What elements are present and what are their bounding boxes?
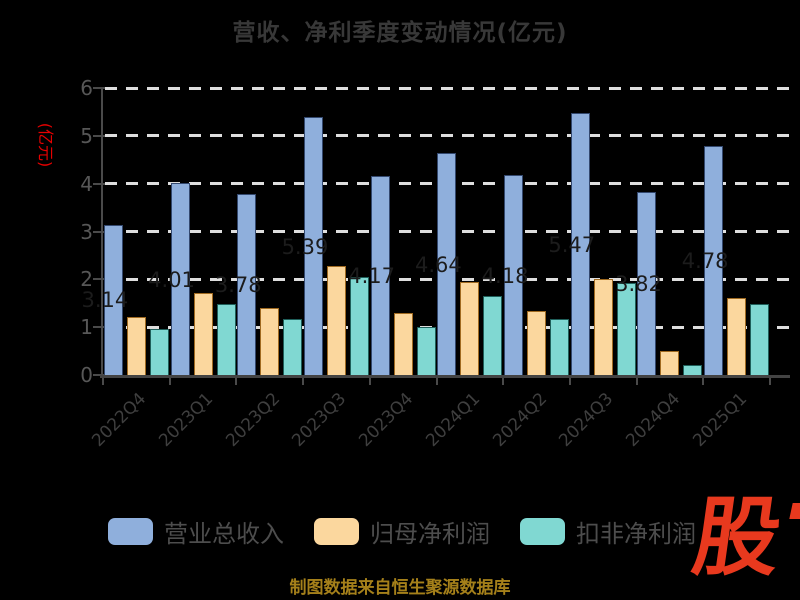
legend-label-1: 营业总收入 [164, 520, 284, 548]
y-tick-label-4: 4 [80, 171, 93, 196]
bar-series1-2023Q4[interactable]: 4.17 [348, 175, 395, 375]
bar-series1-2024Q3[interactable]: 5.47 [548, 113, 595, 375]
bar-series-area: 3.14 4.01 3.78 5.39 4.17 4.64 4.18 5.47 3.82 4.78 [81, 88, 770, 375]
legend-label-3: 扣非净利润 [576, 520, 696, 548]
bar-series2-2022Q4[interactable] [126, 317, 146, 375]
bar-series3-2022Q4[interactable] [149, 328, 169, 375]
bar-series2-2023Q2[interactable] [260, 308, 280, 375]
bar-series2-2023Q1[interactable] [193, 292, 213, 375]
bar-series1-2024Q2[interactable]: 4.18 [482, 175, 528, 375]
bar-series2-2024Q2[interactable] [527, 311, 547, 375]
x-tick-8 [635, 378, 638, 385]
x-tick-10 [769, 378, 771, 385]
y-tick-1 [93, 326, 105, 329]
y-tick-label-0: 0 [80, 363, 93, 387]
bar-series3-2024Q3[interactable] [616, 283, 636, 375]
bar-series3-2024Q4[interactable] [683, 364, 703, 375]
y-tick-0 [93, 374, 105, 376]
logo-partial-glyph [789, 503, 800, 519]
bar-series1-2023Q2[interactable]: 3.78 [215, 194, 262, 375]
legend-item-扣非净利润[interactable]: 扣非净利润 [520, 514, 696, 549]
y-tick-label-1: 1 [80, 315, 93, 340]
bar-series3-2025Q1[interactable] [750, 304, 770, 375]
legend-item-营业总收入[interactable]: 营业总收入 [108, 514, 284, 549]
bar-series3-2024Q1[interactable] [483, 295, 503, 375]
legend-item-归母净利润[interactable]: 归母净利润 [314, 514, 490, 549]
x-tick-2 [235, 378, 238, 385]
bar-series3-2023Q4[interactable] [416, 326, 436, 375]
chart-title: 营收、净利季度变动情况(亿元) [232, 20, 568, 46]
y-tick-label-5: 5 [80, 123, 93, 148]
bar-series3-2023Q3[interactable] [349, 276, 369, 375]
legend-swatch-1 [108, 518, 153, 545]
logo-text: 股 [686, 488, 788, 588]
x-tick-0 [102, 378, 104, 385]
bar-group-2023Q2: 3.78 [215, 88, 303, 375]
bar-series2-2023Q4[interactable] [393, 312, 413, 375]
value-label-2023Q2: 3.78 [214, 273, 262, 298]
bar-series1-2023Q3[interactable]: 5.39 [282, 117, 328, 375]
bar-series3-2023Q2[interactable] [283, 319, 303, 375]
bar-series1-2022Q4[interactable]: 3.14 [81, 224, 128, 375]
bar-series1-2025Q1[interactable]: 4.78 [682, 146, 729, 375]
plot-area: 0 1 2 3 4 5 6 3.14 4.01 3.78 5.39 4.17 4.64 4.18 5.47… [80, 76, 790, 451]
bar-series3-2024Q2[interactable] [550, 319, 570, 375]
y-tick-label-3: 3 [80, 219, 93, 244]
bar-group-2025Q1: 4.78 [682, 88, 770, 375]
x-tick-1 [168, 378, 171, 385]
value-label-2024Q4: 3.82 [615, 272, 662, 297]
bar-group-2024Q3: 5.47 [548, 88, 637, 375]
y-tick-3 [93, 230, 105, 233]
data-source-note: 制图数据来自恒生聚源数据库 [289, 578, 511, 598]
y-tick-4 [93, 182, 105, 185]
value-label-2022Q4: 3.14 [81, 288, 129, 313]
y-tick-5 [93, 134, 105, 137]
legend: 营业总收入 归母净利润 扣非净利润 [108, 514, 696, 549]
bar-group-2024Q4: 3.82 [615, 88, 704, 375]
bar-group-2022Q4: 3.14 [81, 88, 170, 375]
bar-series3-2023Q1[interactable] [216, 303, 236, 375]
bar-group-2024Q1: 4.64 [415, 88, 504, 375]
legend-swatch-3 [520, 518, 565, 545]
value-label-2024Q1: 4.64 [414, 252, 462, 277]
bar-series1-2023Q1[interactable]: 4.01 [148, 183, 195, 375]
y-tick-2 [93, 278, 105, 281]
legend-label-2: 归母净利润 [370, 520, 490, 548]
x-axis-line [100, 375, 790, 378]
gridline-6 [105, 86, 789, 90]
value-label-2025Q1: 4.78 [681, 249, 729, 274]
x-tick-3 [302, 378, 305, 385]
bar-group-2023Q1: 4.01 [148, 88, 237, 375]
bar-group-2023Q4: 4.17 [348, 88, 437, 375]
bar-series2-2024Q3[interactable] [593, 279, 613, 375]
gridline-5 [105, 134, 789, 138]
legend-swatch-2 [314, 518, 359, 545]
value-label-2024Q3: 5.47 [548, 232, 596, 257]
y-tick-label-2: 2 [80, 267, 93, 292]
bar-group-2024Q2: 4.18 [482, 88, 570, 375]
value-label-2023Q1: 4.01 [148, 267, 195, 292]
bar-series2-2024Q4[interactable] [660, 350, 680, 375]
value-label-2024Q2: 4.18 [481, 263, 529, 288]
y-axis-line [101, 88, 103, 378]
x-tick-4 [368, 378, 371, 385]
bar-series1-2024Q1[interactable]: 4.64 [415, 153, 462, 375]
value-label-2023Q3: 5.39 [281, 234, 329, 259]
value-label-2023Q4: 4.17 [348, 263, 396, 288]
x-tick-9 [702, 378, 705, 385]
y-tick-label-6: 6 [80, 76, 93, 100]
bar-group-2023Q3: 5.39 [282, 88, 370, 375]
bar-series2-2024Q1[interactable] [460, 281, 480, 375]
y-tick-6 [93, 87, 105, 89]
bar-series2-2025Q1[interactable] [727, 298, 747, 375]
bar-series2-2023Q3[interactable] [326, 266, 346, 375]
x-tick-7 [568, 378, 571, 385]
bar-series1-2024Q4[interactable]: 3.82 [615, 192, 662, 375]
x-tick-5 [435, 378, 438, 385]
x-axis-labels: 2022Q4 2023Q1 2023Q2 2023Q3 2023Q4 2024Q1 2024… [89, 375, 770, 465]
x-tick-6 [502, 378, 505, 385]
